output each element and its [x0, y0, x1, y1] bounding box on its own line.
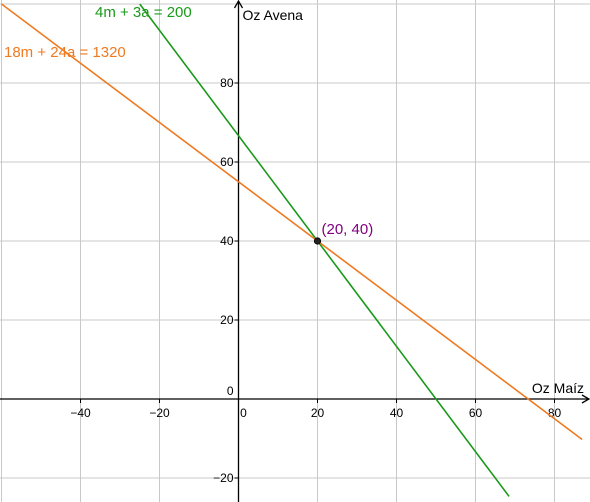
y-axis-title: Oz Avena	[243, 7, 304, 23]
y-tick-label: 60	[220, 155, 234, 169]
x-tick-label: −20	[149, 406, 170, 420]
series-labels: 4m + 3a = 200 18m + 24a = 1320	[4, 4, 192, 61]
series-lines	[2, 4, 583, 496]
x-tick-label: 0	[240, 406, 247, 420]
intersection-label: (20, 40)	[322, 221, 374, 238]
x-axis-title: Oz Maíz	[532, 380, 584, 396]
series-line-0	[140, 4, 509, 496]
y-tick-label: 80	[220, 76, 234, 90]
x-tick-label: −40	[70, 406, 91, 420]
x-tick-label: 20	[311, 406, 325, 420]
y-tick-label: 40	[220, 234, 234, 248]
series-line-1	[2, 4, 583, 439]
tick-labels: Oz Maíz Oz Avena −40 −20 0 20 40 60 80 −20 0 20 40 60…	[70, 7, 584, 485]
y-tick-label: 20	[220, 313, 234, 327]
y-tick-label: −20	[213, 471, 234, 485]
x-tick-label: 60	[469, 406, 483, 420]
y-tick-label: 0	[227, 384, 234, 398]
x-tick-label: 40	[390, 406, 404, 420]
series-label-1: 18m + 24a = 1320	[4, 44, 126, 61]
intersection-point	[314, 238, 320, 244]
series-label-0: 4m + 3a = 200	[95, 4, 192, 21]
